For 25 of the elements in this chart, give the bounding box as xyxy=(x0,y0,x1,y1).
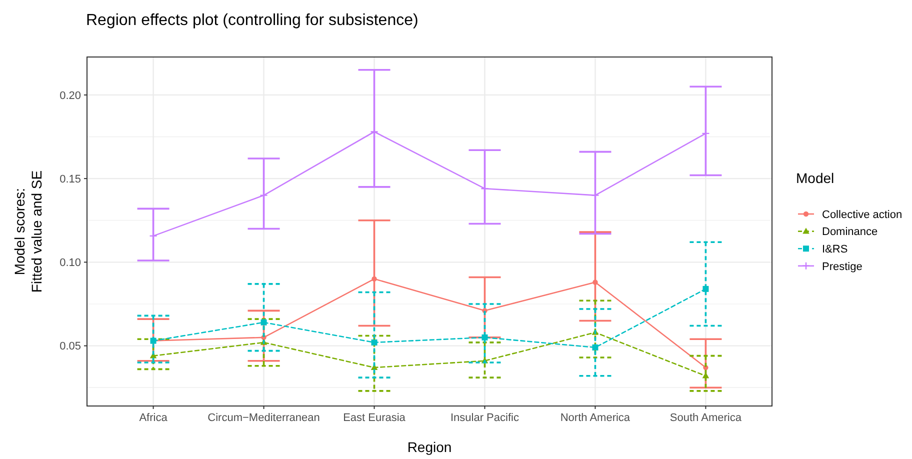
legend-label: Dominance xyxy=(822,226,878,238)
legend-label: Prestige xyxy=(822,260,862,273)
point xyxy=(592,344,598,350)
chart-title: Region effects plot (controlling for subsistence) xyxy=(86,12,418,29)
point xyxy=(371,339,378,346)
y-tick-label: 0.05 xyxy=(60,340,81,353)
x-tick-label: Africa xyxy=(139,412,168,424)
legend-title: Model xyxy=(796,170,834,186)
y-tick-label: 0.15 xyxy=(60,173,81,186)
legend-label: Collective action xyxy=(822,208,902,221)
legend-label: I&RS xyxy=(822,243,848,256)
point xyxy=(702,286,709,292)
x-tick-label: East Eurasia xyxy=(343,412,406,424)
point xyxy=(592,280,598,285)
x-tick-label: Insular Pacific xyxy=(450,412,520,424)
y-tick-label: 0.10 xyxy=(60,257,81,270)
point xyxy=(260,319,267,326)
y-axis-title: Model scores: Fitted value and SE xyxy=(12,170,44,293)
x-tick-label: South America xyxy=(670,412,742,424)
y-tick-label: 0.20 xyxy=(60,90,81,102)
x-tick-label: Circum−Mediterranean xyxy=(208,412,320,424)
point xyxy=(482,334,488,340)
x-tick-label: North America xyxy=(560,412,631,424)
x-axis-title: Region xyxy=(407,439,452,455)
point xyxy=(372,276,377,282)
